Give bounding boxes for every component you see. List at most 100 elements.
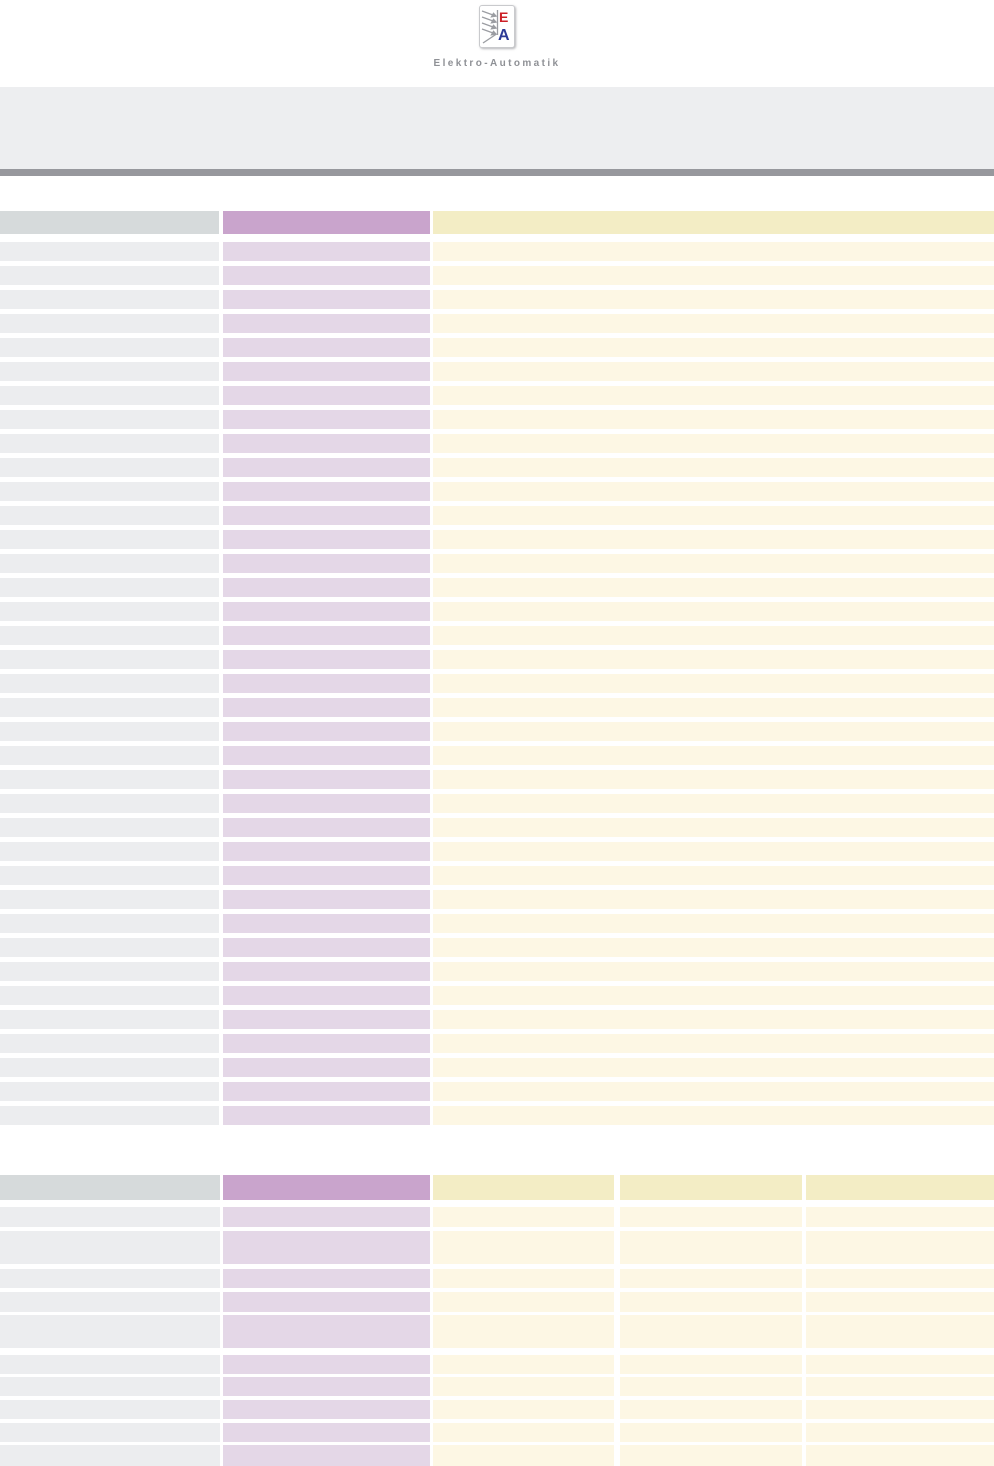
table-cell-col-purple — [223, 410, 430, 429]
table-cell-col-purple — [223, 626, 430, 645]
table-cell-col-gray — [0, 1445, 220, 1466]
table-cell-col-gray — [0, 1207, 220, 1227]
table-cell-col-gray — [0, 890, 219, 909]
table-cell-col-purple — [223, 338, 430, 357]
table-cell-col-yellow — [433, 362, 994, 381]
table-cell-col-yellow — [433, 674, 994, 693]
table-row — [0, 1082, 994, 1101]
table-header-row — [0, 1175, 994, 1200]
table-cell-col-yellow — [433, 506, 994, 525]
table-cell-col-purple — [223, 842, 430, 861]
table-cell-col-yellow-2 — [620, 1377, 802, 1396]
table-cell-col-yellow-2 — [620, 1231, 802, 1264]
table-cell-col-purple — [223, 1231, 430, 1264]
table-cell-col-purple — [223, 290, 430, 309]
table-cell-col-purple — [223, 314, 430, 333]
table-row — [0, 1106, 994, 1125]
table-row — [0, 1034, 994, 1053]
table-cell-col-purple — [223, 1082, 430, 1101]
table-row — [0, 458, 994, 477]
table-cell-col-yellow — [433, 1010, 994, 1029]
table-cell-col-gray — [0, 842, 219, 861]
table-cell-col-yellow-1 — [433, 1355, 614, 1374]
table-row — [0, 578, 994, 597]
table-cell-col-yellow-1 — [433, 1207, 614, 1227]
table-cell-col-purple — [223, 1292, 430, 1312]
brand-text: Elektro-Automatik — [433, 58, 561, 69]
table-row — [0, 434, 994, 453]
table-cell-col-yellow-2 — [620, 1355, 802, 1374]
table-cell-col-yellow — [433, 1106, 994, 1125]
table-cell-col-purple — [223, 1445, 430, 1466]
table-cell-col-purple — [223, 578, 430, 597]
table-row — [0, 1269, 994, 1288]
table-cell-col-gray — [0, 458, 219, 477]
table-cell-col-gray — [0, 1292, 220, 1312]
table-cell-col-yellow — [433, 818, 994, 837]
table-cell-col-gray — [0, 362, 219, 381]
table-cell-col-purple — [223, 1315, 430, 1348]
table-cell-col-gray — [0, 1106, 219, 1125]
table-cell-col-yellow-2 — [620, 1207, 802, 1227]
table-cell-col-gray — [0, 674, 219, 693]
table-cell-col-purple — [223, 866, 430, 885]
table-cell-col-yellow — [433, 794, 994, 813]
table-row — [0, 314, 994, 333]
table-cell-col-yellow — [433, 986, 994, 1005]
table-cell-col-gray — [0, 1423, 220, 1442]
table-row — [0, 674, 994, 693]
table-cell-col-purple — [223, 1423, 430, 1442]
table-row — [0, 1445, 994, 1466]
table-cell-col-purple — [223, 890, 430, 909]
table-cell-col-purple — [223, 1377, 430, 1396]
table-cell-col-purple — [223, 242, 430, 261]
table-cell-col-yellow — [433, 842, 994, 861]
table-cell-col-purple — [223, 674, 430, 693]
table-cell-col-gray — [0, 578, 219, 597]
table-cell-col-yellow-2 — [620, 1445, 802, 1466]
table-cell-col-purple — [223, 746, 430, 765]
table-row — [0, 866, 994, 885]
table-cell-col-yellow — [433, 338, 994, 357]
table-cell-col-purple — [223, 1269, 430, 1288]
table-cell-col-gray — [0, 1082, 219, 1101]
table-row — [0, 842, 994, 861]
table-cell-col-yellow-3 — [806, 1231, 994, 1264]
table-cell-col-purple — [223, 1355, 430, 1374]
table-row — [0, 1400, 994, 1419]
table-cell-col-gray — [0, 1269, 220, 1288]
table-row — [0, 962, 994, 981]
table-cell-col-gray — [0, 410, 219, 429]
table-cell-col-purple — [223, 386, 430, 405]
table-cell-col-yellow-1 — [433, 1292, 614, 1312]
table-cell-col-gray — [0, 914, 219, 933]
table-cell-col-purple — [223, 962, 430, 981]
table-cell-col-yellow — [433, 650, 994, 669]
table-cell-col-yellow — [433, 722, 994, 741]
table-cell-col-gray — [0, 482, 219, 501]
table-cell-col-purple — [223, 986, 430, 1005]
table-cell-col-yellow — [433, 746, 994, 765]
table-cell-col-gray — [0, 1058, 219, 1077]
table-row — [0, 626, 994, 645]
table-row — [0, 914, 994, 933]
table-cell-col-gray — [0, 266, 219, 285]
table-cell-col-yellow-1 — [433, 1400, 614, 1419]
table-row — [0, 1377, 994, 1396]
table-cell-col-yellow-2 — [620, 1292, 802, 1312]
table-row — [0, 818, 994, 837]
table-cell-col-yellow-2 — [620, 1269, 802, 1288]
table-cell-col-gray — [0, 650, 219, 669]
table-cell-col-purple — [223, 698, 430, 717]
table-cell-col-yellow — [433, 914, 994, 933]
table-cell-col-purple — [223, 1034, 430, 1053]
table-cell-col-purple — [223, 1106, 430, 1125]
table-cell-col-yellow-3 — [806, 1207, 994, 1227]
table-row — [0, 890, 994, 909]
table-row — [0, 650, 994, 669]
table-cell-col-purple — [223, 458, 430, 477]
table-cell-col-yellow-3 — [806, 1315, 994, 1348]
table-cell-col-yellow — [433, 602, 994, 621]
table-cell-col-gray — [0, 1377, 220, 1396]
